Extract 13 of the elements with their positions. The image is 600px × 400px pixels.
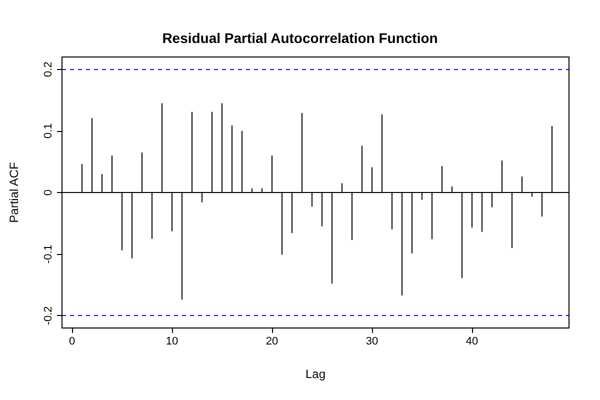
y-axis-title: Partial ACF xyxy=(7,162,21,223)
x-tick-label: 10 xyxy=(166,336,178,348)
x-axis-title: Lag xyxy=(305,367,326,381)
chart-title: Residual Partial Autocorrelation Function xyxy=(162,30,438,46)
y-tick-label: 0 xyxy=(42,189,54,196)
y-tick-label: 0.2 xyxy=(42,62,54,77)
x-tick-label: 20 xyxy=(266,336,278,348)
x-tick-label: 40 xyxy=(466,336,478,348)
x-tick-label: 30 xyxy=(366,336,378,348)
y-tick-label: -0.2 xyxy=(42,306,54,326)
y-tick-label: 0.1 xyxy=(42,123,54,139)
y-tick-label: -0.1 xyxy=(42,244,54,264)
x-tick-label: 0 xyxy=(68,336,76,348)
